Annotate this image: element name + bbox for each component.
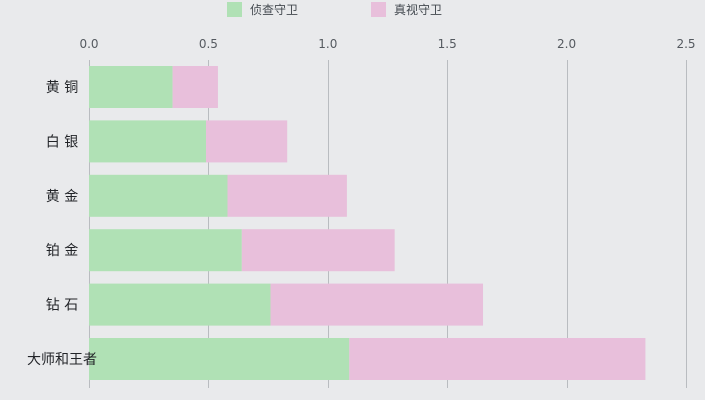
bar-1-series-1 — [206, 120, 288, 163]
legend-label-1: 真视守卫 — [394, 2, 442, 17]
bar-5-series-0 — [89, 338, 350, 380]
legend-swatch-1 — [371, 2, 386, 17]
bar-0-series-1 — [172, 66, 218, 108]
bar-1-series-0 — [89, 120, 207, 163]
category-label-4: 钻 石 — [46, 298, 78, 314]
gridlines — [89, 60, 687, 388]
legend-label-0: 侦查守卫 — [250, 3, 298, 17]
bar-5-series-1 — [349, 338, 646, 380]
bar-2-series-1 — [227, 174, 347, 217]
x-axis-ticks: 0.0 0.5 1.0 1.5 2.0 2.5 — [79, 37, 695, 51]
x-tick-label-5: 2.5 — [676, 37, 695, 51]
category-label-3: 铂 金 — [46, 243, 78, 259]
bar-2-series-0 — [89, 174, 228, 217]
bar-3-series-0 — [89, 229, 242, 272]
bar-3-series-1 — [241, 229, 395, 272]
legend: 侦查守卫 真视守卫 — [227, 2, 442, 17]
x-tick-label-4: 2.0 — [557, 37, 576, 51]
category-label-0: 黄 铜 — [46, 79, 78, 96]
x-tick-label-1: 0.5 — [199, 37, 218, 51]
bar-0-series-0 — [89, 66, 173, 108]
bar-4-series-0 — [89, 283, 271, 326]
category-label-1: 白 银 — [46, 134, 78, 150]
category-label-2: 黄 金 — [46, 188, 78, 205]
bars — [89, 66, 646, 380]
legend-swatch-0 — [227, 2, 242, 17]
x-tick-label-2: 1.0 — [318, 37, 337, 51]
category-label-5: 大师和王者 — [27, 352, 97, 368]
x-tick-label-0: 0.0 — [79, 37, 98, 51]
x-tick-label-3: 1.5 — [438, 37, 457, 51]
bar-4-series-1 — [270, 283, 484, 326]
